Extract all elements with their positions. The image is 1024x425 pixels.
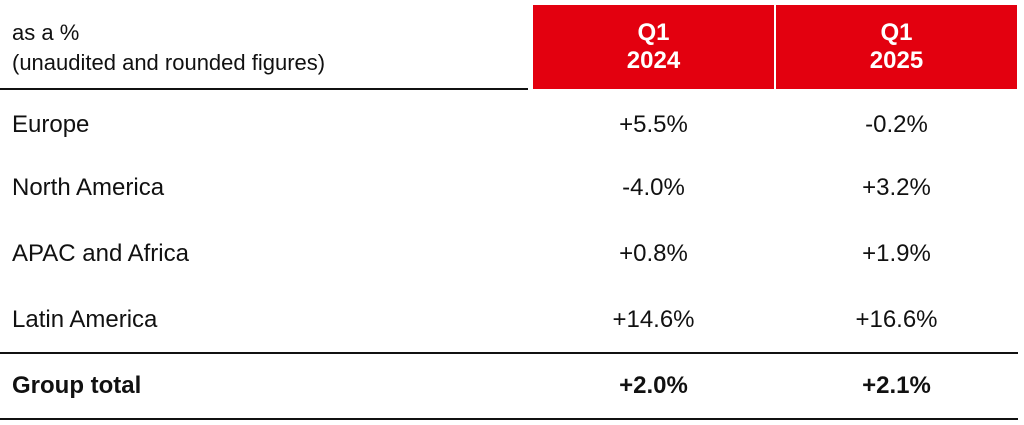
table-row-apac-africa: APAC and Africa +0.8% +1.9% — [0, 234, 1024, 274]
table-row-north-america: North America -4.0% +3.2% — [0, 168, 1024, 208]
bottom-divider — [0, 418, 1018, 420]
row-label: APAC and Africa — [12, 240, 189, 267]
header-divider — [0, 88, 528, 90]
value-q1-2024: +2.0% — [619, 372, 688, 399]
column-header-q1-2024: Q1 2024 — [533, 5, 774, 89]
value-q1-2025: -0.2% — [865, 111, 928, 138]
row-label: Group total — [12, 372, 142, 399]
column-header-quarter: Q1 — [880, 19, 913, 46]
value-q1-2025: +2.1% — [862, 372, 931, 399]
column-header-q1-2025: Q1 2025 — [776, 5, 1017, 89]
value-q1-2024: -4.0% — [622, 174, 685, 201]
value-q1-2024: +0.8% — [619, 240, 688, 267]
row-label: North America — [12, 174, 165, 201]
column-header-year: 2025 — [869, 47, 924, 74]
table-row-europe: Europe +5.5% -0.2% — [0, 105, 1024, 145]
value-q1-2025: +1.9% — [862, 240, 931, 267]
table-row-group-total: Group total +2.0% +2.1% — [0, 366, 1024, 406]
column-header-year: 2024 — [626, 47, 681, 74]
value-q1-2025: +16.6% — [855, 306, 938, 333]
header-label-line1: as a % — [12, 20, 80, 45]
value-q1-2024: +14.6% — [612, 306, 695, 333]
header-label-line2: (unaudited and rounded figures) — [12, 50, 326, 75]
row-label: Latin America — [12, 306, 158, 333]
total-divider — [0, 352, 1018, 354]
table-header-label: as a % (unaudited and rounded figures) — [12, 18, 512, 78]
column-header-quarter: Q1 — [637, 19, 670, 46]
row-label: Europe — [12, 111, 90, 138]
value-q1-2025: +3.2% — [862, 174, 931, 201]
value-q1-2024: +5.5% — [619, 111, 688, 138]
table-row-latin-america: Latin America +14.6% +16.6% — [0, 300, 1024, 340]
